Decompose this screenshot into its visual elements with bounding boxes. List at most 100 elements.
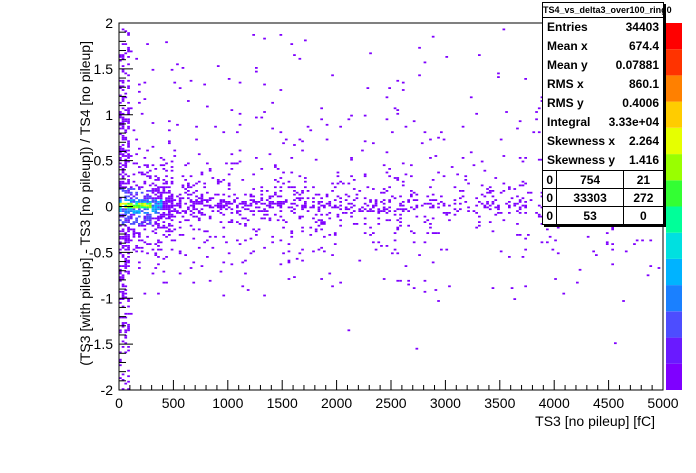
heatmap-cell: [176, 195, 179, 198]
heatmap-cell: [135, 217, 138, 220]
heatmap-cell: [148, 201, 152, 203]
x-tick-label: 4000: [539, 395, 570, 411]
heatmap-cell: [227, 195, 231, 198]
heatmap-cell: [127, 153, 130, 156]
heatmap-cell: [146, 201, 149, 203]
heatmap-cell: [135, 162, 138, 165]
heatmap-cell: [268, 217, 272, 220]
heatmap-cell: [195, 199, 198, 201]
heatmap-cell: [236, 212, 239, 214]
heatmap-cell: [192, 191, 196, 194]
heatmap-cell: [119, 56, 122, 58]
heatmap-cell: [138, 267, 141, 269]
heatmap-cell: [252, 173, 255, 176]
heatmap-cell: [127, 202, 130, 205]
heatmap-cell: [540, 241, 544, 244]
heatmap-cell: [227, 206, 231, 209]
heatmap-cell: [295, 257, 299, 260]
heatmap-cell: [244, 259, 247, 262]
heatmap-cell: [426, 195, 430, 198]
heatmap-cell: [151, 182, 155, 185]
heatmap-cell: [121, 283, 125, 286]
heatmap-cell: [252, 34, 255, 36]
heatmap-cell: [151, 248, 155, 251]
heatmap-cell: [157, 191, 160, 194]
heatmap-cell: [238, 202, 242, 205]
heatmap-cell: [320, 204, 323, 207]
heatmap-cell: [369, 52, 372, 55]
heatmap-cell: [219, 206, 223, 209]
heatmap-cell: [124, 136, 128, 139]
heatmap-cell: [140, 206, 144, 209]
heatmap-cell: [274, 166, 277, 168]
heatmap-cell: [396, 252, 400, 255]
heatmap-cell: [208, 168, 212, 170]
heatmap-cell: [475, 226, 478, 229]
heatmap-cell: [366, 204, 370, 207]
heatmap-cell: [260, 210, 264, 212]
heatmap-cell: [344, 206, 348, 209]
heatmap-cell: [469, 151, 473, 154]
heatmap-cell: [255, 116, 258, 119]
heatmap-cell: [437, 206, 440, 209]
heatmap-cell: [219, 212, 223, 214]
heatmap-cell: [124, 322, 128, 324]
heatmap-cell: [170, 210, 174, 212]
heatmap-cell: [497, 72, 500, 75]
heatmap-cell: [121, 379, 125, 381]
heatmap-cell: [119, 298, 122, 300]
heatmap-cell: [127, 63, 130, 66]
heatmap-cell: [350, 215, 353, 218]
heatmap-cell: [263, 294, 266, 297]
heatmap-cell: [377, 241, 381, 244]
heatmap-cell: [124, 248, 128, 251]
heatmap-cell: [521, 204, 525, 207]
heatmap-cell: [227, 202, 231, 205]
heatmap-cell: [154, 212, 158, 214]
heatmap-cell: [200, 213, 204, 216]
heatmap-cell: [129, 199, 133, 201]
stats-value: 0.4006: [622, 96, 659, 110]
heatmap-cell: [255, 230, 258, 233]
heatmap-cell: [298, 197, 302, 200]
heatmap-cell: [257, 210, 261, 212]
heatmap-cell: [431, 179, 435, 181]
heatmap-cell: [165, 162, 168, 165]
heatmap-cell: [127, 144, 130, 146]
heatmap-cell: [355, 193, 359, 196]
heatmap-cell: [527, 191, 530, 194]
heatmap-cell: [132, 195, 136, 198]
heatmap-cell: [480, 193, 484, 196]
heatmap-cell: [148, 184, 152, 187]
heatmap-cell: [127, 388, 130, 390]
heatmap-cell: [244, 208, 247, 211]
heatmap-cell: [377, 223, 381, 225]
heatmap-cell: [124, 285, 128, 288]
heatmap-cell: [306, 197, 310, 200]
heatmap-cell: [165, 226, 168, 229]
heatmap-cell: [159, 186, 163, 189]
heatmap-cell: [119, 180, 122, 183]
heatmap-cell: [255, 202, 258, 205]
heatmap-cell: [170, 202, 174, 205]
heatmap-cell: [189, 210, 193, 212]
heatmap-cell: [252, 188, 255, 190]
heatmap-cell: [249, 199, 253, 201]
heatmap-cell: [208, 199, 212, 201]
heatmap-cell: [127, 312, 130, 315]
stats-row: RMS x 860.1: [543, 75, 663, 94]
heatmap-cell: [284, 221, 288, 223]
heatmap-cell: [119, 123, 122, 126]
heatmap-cell: [121, 43, 125, 45]
heatmap-cell: [143, 195, 147, 198]
heatmap-cell: [537, 107, 541, 110]
heatmap-cell: [181, 186, 185, 189]
heatmap-cell: [127, 34, 130, 36]
heatmap-cell: [146, 166, 149, 168]
heatmap-cell: [124, 261, 128, 264]
heatmap-cell: [244, 204, 247, 207]
heatmap-cell: [418, 74, 421, 77]
heatmap-cell: [363, 202, 367, 205]
heatmap-cell: [121, 290, 125, 293]
stats-row: RMS y 0.4006: [543, 94, 663, 113]
